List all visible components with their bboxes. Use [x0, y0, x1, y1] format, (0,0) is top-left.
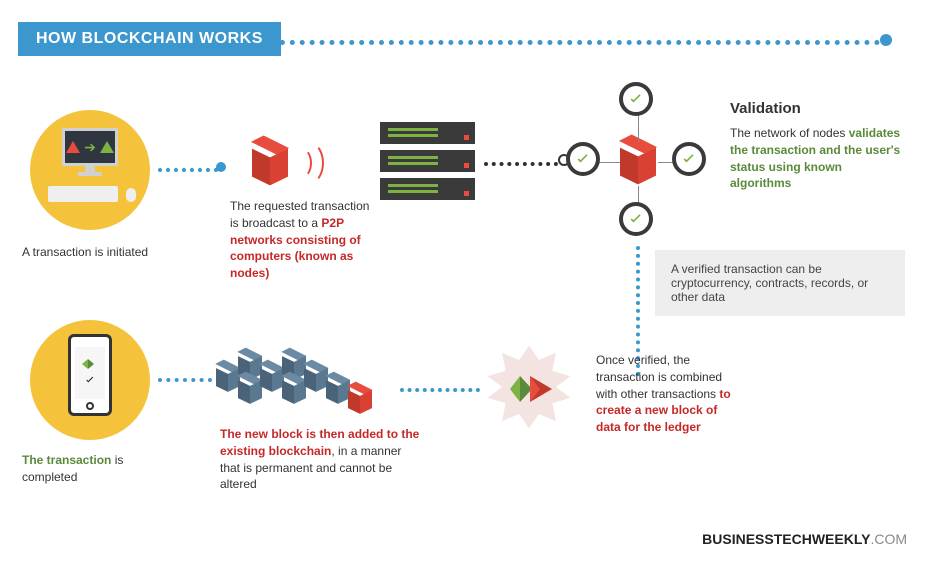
initiate-caption: A transaction is initiated	[22, 244, 172, 261]
broadcast-pre: The requested transaction is broadcast t…	[230, 199, 369, 230]
check-icon-left	[566, 142, 600, 176]
broadcast-arc-2	[296, 142, 324, 184]
footer-bold: BUSINESSTECHWEEKLY	[702, 531, 870, 547]
check-icon-bottom	[619, 202, 653, 236]
complete-circle-icon	[30, 320, 150, 440]
connector-1-dot	[216, 162, 226, 172]
validation-line-t	[638, 112, 639, 142]
validation-cube-icon	[620, 144, 656, 180]
footer-credit: BUSINESSTECHWEEKLY.COM	[702, 531, 907, 547]
validation-caption: Validation The network of nodes validate…	[730, 98, 905, 192]
broadcast-cube-icon	[252, 145, 288, 181]
server-icon-1	[380, 122, 475, 144]
connector-1	[158, 168, 218, 172]
combine-caption: Once verified, the transaction is combin…	[596, 352, 736, 436]
page-title: HOW BLOCKCHAIN WORKS	[18, 22, 281, 56]
validation-pre: The network of nodes	[730, 126, 849, 140]
title-dot-end	[880, 34, 892, 46]
broadcast-caption: The requested transaction is broadcast t…	[230, 198, 375, 282]
monitor-icon: ➔	[52, 128, 128, 176]
complete-caption: The transaction is completed	[22, 452, 152, 486]
server-icon-2	[380, 150, 475, 172]
validation-heading: Validation	[730, 98, 905, 119]
note-box: A verified transaction can be cryptocurr…	[655, 250, 905, 316]
title-dotted-line	[270, 40, 880, 45]
server-icon-3	[380, 178, 475, 200]
connector-4	[400, 388, 480, 392]
check-icon-right	[672, 142, 706, 176]
footer-light: .COM	[870, 531, 907, 547]
combine-pre: Once verified, the transaction is combin…	[596, 353, 722, 401]
phone-icon	[68, 334, 112, 416]
check-icon-top	[619, 82, 653, 116]
initiate-circle-icon: ➔	[30, 110, 150, 230]
connector-2	[484, 162, 558, 166]
burst-icon	[484, 342, 574, 432]
connector-5	[158, 378, 212, 382]
complete-green: The transaction	[22, 453, 111, 467]
addblock-caption: The new block is then added to the exist…	[220, 426, 420, 493]
blockchain-icon	[216, 336, 396, 416]
